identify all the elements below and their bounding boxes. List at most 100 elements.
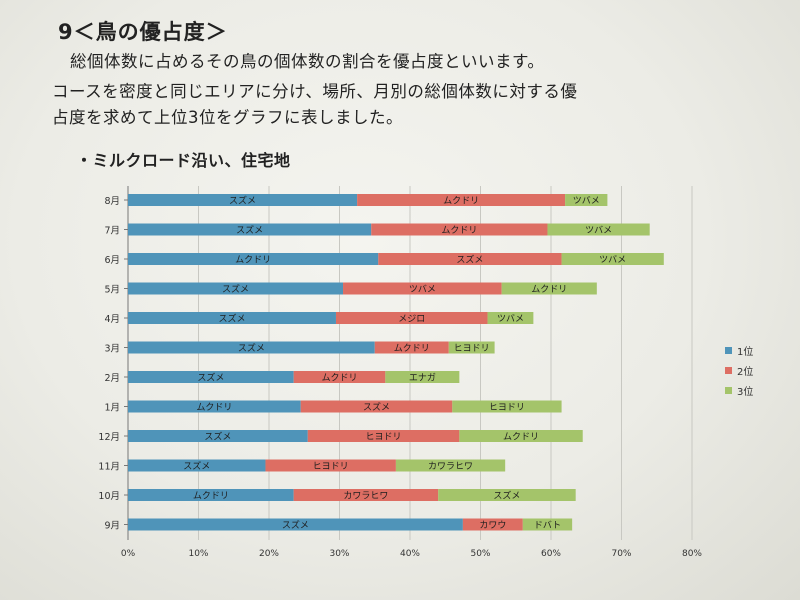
bar-species-label: ツバメ [409,284,436,295]
legend-item-rank1: 1位 [725,340,753,360]
bar-segment-rank2 [335,312,488,324]
bar-segment-rank1 [128,341,375,354]
bar-species-label: カワウ [479,520,506,531]
bar-species-label: ヒヨドリ [489,402,525,413]
description-line-3: 占度を求めて上位3位をグラフに表しました。 [52,108,403,127]
bar-segment-rank3 [522,518,573,531]
bar-species-label: ドバト [534,520,561,531]
month-label: 12月 [98,432,120,443]
month-label: 6月 [104,255,120,266]
description-line-2: コースを密度と同じエリアに分け、場所、月別の総個体数に対する優 [52,82,578,101]
bar-segment-rank1 [128,400,301,413]
bar-segment-rank1 [128,282,344,295]
bar-segment-rank3 [561,253,664,265]
bar-species-label: スズメ [363,401,390,413]
bar-segment-rank3 [385,371,460,383]
legend-swatch-rank3 [725,386,732,394]
bar-segment-rank3 [448,341,495,354]
x-tick-label: 50% [470,549,490,559]
month-label: 5月 [104,285,120,296]
bar-species-label: スズメ [222,283,249,295]
bar-species-label: ツバメ [497,314,524,325]
month-label: 7月 [104,226,120,237]
bar-species-label: ムクドリ [321,373,357,384]
month-label: 9月 [104,521,120,532]
bar-species-label: ムクドリ [443,196,479,207]
bar-species-label: スズメ [204,431,231,443]
bar-segment-rank1 [128,430,308,442]
bar-segment-rank3 [487,312,534,324]
bar-species-label: エナガ [409,373,436,384]
bar-species-label: カワラヒワ [343,491,388,502]
x-tick-label: 60% [541,549,561,559]
legend-swatch-rank1 [725,346,732,354]
description-line-1: 総個体数に占めるその鳥の個体数の割合を優占度といいます。 [70,52,545,71]
month-label: 4月 [104,314,120,325]
legend-label-rank1: 1位 [737,346,754,358]
bar-species-label: スズメ [229,195,256,207]
bar-species-label: ツバメ [599,255,626,266]
bar-species-label: スズメ [218,313,245,325]
bar-species-label: スズメ [197,372,224,384]
month-label: 8月 [104,196,120,207]
bar-species-label: スズメ [183,460,210,472]
month-label: 3月 [104,344,120,355]
bar-species-label: ムクドリ [503,432,539,443]
legend-label-rank2: 2位 [737,366,754,378]
bar-species-label: ムクドリ [394,343,430,354]
bar-segment-rank2 [293,371,386,383]
bar-species-label: メジロ [398,315,425,325]
bar-species-label: カワラヒワ [428,461,473,472]
bar-segment-rank2 [300,400,453,413]
bar-species-label: ヒヨドリ [454,343,490,354]
bar-species-label: ムクドリ [193,491,229,502]
legend-item-rank3: 3位 [725,380,753,400]
bar-species-label: スズメ [282,519,309,531]
bar-segment-rank3 [459,430,583,442]
bar-segment-rank2 [374,341,449,354]
month-label: 2月 [104,373,120,384]
bar-segment-rank3 [395,459,506,472]
bar-species-label: スズメ [456,254,483,266]
bar-segment-rank2 [357,194,566,206]
bar-segment-rank1 [128,371,294,383]
bar-segment-rank1 [128,223,372,236]
month-label: 11月 [98,462,120,473]
bar-species-label: スズメ [493,490,520,502]
bar-segment-rank2 [343,282,502,295]
bar-species-label: ツバメ [573,196,600,207]
bar-species-label: ムクドリ [235,255,271,266]
x-tick-label: 0% [121,549,136,559]
month-label: 1月 [104,403,120,414]
page-heading: 9＜鳥の優占度＞ [58,20,228,44]
legend-item-rank2: 2位 [725,360,753,380]
bar-species-label: ヒヨドリ [313,461,349,472]
bar-species-label: ヒヨドリ [366,432,402,443]
bar-segment-rank2 [371,223,548,236]
bar-species-label: ムクドリ [531,284,567,295]
chart-legend: 1位 2位 3位 [725,340,753,400]
legend-label-rank3: 3位 [737,386,754,398]
bar-segment-rank2 [462,518,523,531]
bar-species-label: ムクドリ [441,225,477,236]
x-tick-label: 20% [259,549,279,559]
chart-subtitle: ・ミルクロード沿い、住宅地 [76,151,291,170]
bar-segment-rank1 [128,253,379,265]
bar-species-label: スズメ [238,342,265,354]
x-tick-label: 40% [400,549,420,559]
bar-segment-rank2 [293,489,439,501]
x-tick-label: 70% [611,549,631,559]
bar-segment-rank1 [128,312,336,324]
bar-segment-rank3 [565,194,608,206]
bar-segment-rank3 [438,489,576,501]
x-tick-label: 30% [329,549,349,559]
bar-segment-rank3 [547,223,650,236]
bar-segment-rank1 [128,459,266,472]
month-label: 10月 [98,491,120,502]
bar-segment-rank3 [452,400,562,413]
x-tick-label: 10% [188,549,208,559]
bar-species-label: ツバメ [585,225,612,236]
bar-segment-rank3 [501,282,597,295]
bar-segment-rank1 [128,518,463,531]
